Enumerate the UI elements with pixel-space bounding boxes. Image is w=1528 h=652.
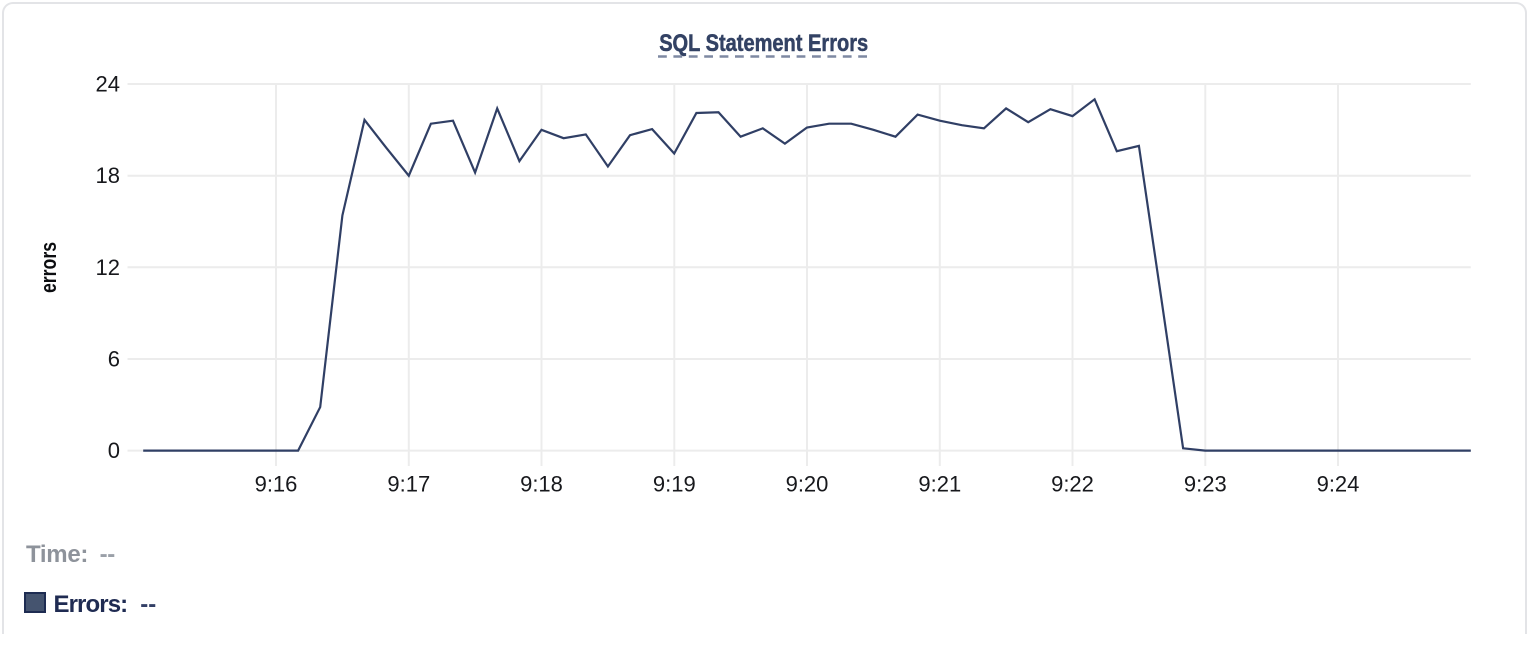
- svg-text:12: 12: [96, 255, 120, 280]
- svg-text:0: 0: [108, 438, 120, 463]
- svg-text:18: 18: [96, 163, 120, 188]
- svg-text:24: 24: [96, 72, 120, 97]
- svg-text:9:17: 9:17: [387, 472, 430, 497]
- svg-text:9:21: 9:21: [918, 472, 961, 497]
- svg-text:9:18: 9:18: [520, 472, 563, 497]
- svg-text:9:23: 9:23: [1184, 472, 1227, 497]
- svg-text:9:22: 9:22: [1051, 472, 1094, 497]
- svg-text:9:20: 9:20: [786, 472, 829, 497]
- svg-text:SQL Statement Errors: SQL Statement Errors: [659, 30, 868, 57]
- svg-text:9:24: 9:24: [1317, 472, 1360, 497]
- svg-text:9:19: 9:19: [653, 472, 696, 497]
- svg-text:9:16: 9:16: [255, 472, 298, 497]
- svg-text:errors: errors: [36, 242, 61, 293]
- svg-text:6: 6: [108, 347, 120, 372]
